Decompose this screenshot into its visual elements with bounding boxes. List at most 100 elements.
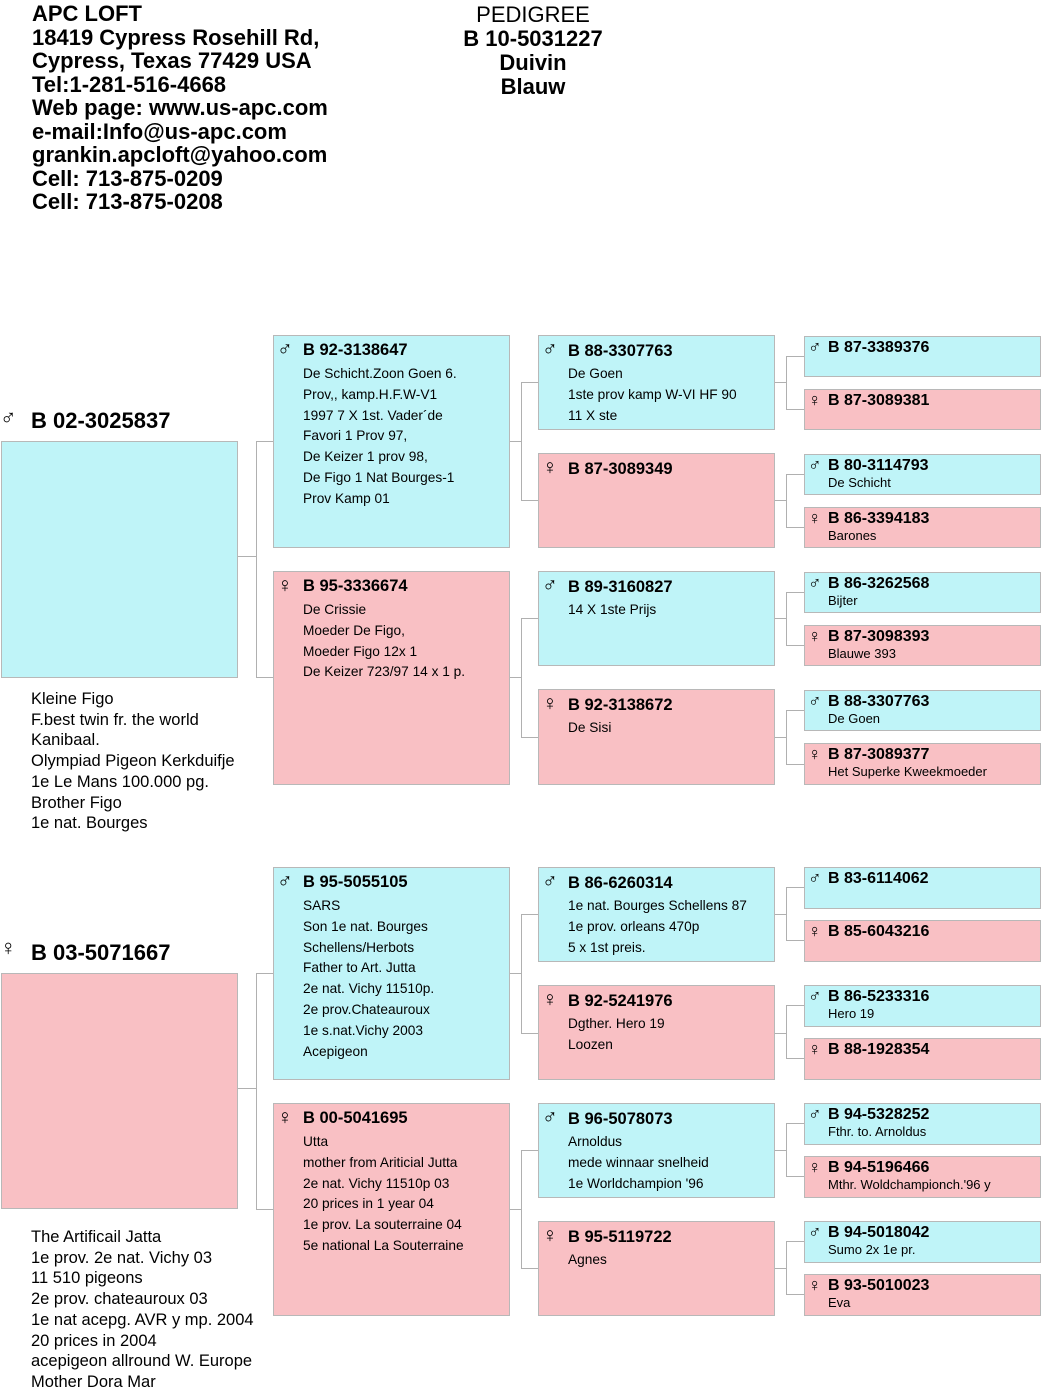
connector (256, 677, 273, 678)
note-line: Father to Art. Jutta (303, 960, 416, 976)
ring-number: B 87-3389376 (828, 339, 930, 356)
note-line: De Sisi (568, 720, 612, 735)
ring-number: B 95-5119722 (568, 1228, 672, 1246)
info-line: Olympiad Pigeon Kerkduifje (31, 752, 235, 771)
connector (521, 500, 538, 501)
loft-line: Cell: 713-875-0208 (32, 189, 223, 214)
grandparent-card: ♂ B 86-6260314 1e nat. Bourges Schellens… (538, 867, 775, 962)
note-line: 2e nat. Vichy 11510p. (303, 981, 435, 997)
note-line: 20 prices in 1 year 04 (303, 1196, 434, 1212)
greatgrandparent-card: ♀ B 88-1928354 (804, 1038, 1041, 1080)
male-icon: ♂ (808, 868, 822, 888)
info-line: 1e nat acepg. AVR y mp. 2004 (31, 1310, 254, 1329)
ring-number: B 89-3160827 (568, 578, 673, 596)
connector (521, 1268, 538, 1269)
female-icon: ♀ (808, 1039, 822, 1059)
note-line: 1e nat. Bourges Schellens 87 (568, 898, 747, 913)
note-line: 1ste prov kamp W-VI HF 90 (568, 386, 737, 402)
note-line: mede winnaar snelheid (568, 1154, 709, 1170)
grandparent-card: ♂ B 88-3307763 De Goen 1ste prov kamp W-… (538, 335, 775, 430)
note-line: Prov Kamp 01 (303, 490, 390, 506)
parent-card: ♀ B 95-3336674 De Crissie Moeder De Figo… (273, 571, 510, 785)
loft-contact: APC LOFT 18419 Cypress Rosehill Rd, Cypr… (32, 2, 328, 214)
connector (786, 356, 804, 357)
grandparent-card: ♀ B 95-5119722 Agnes (538, 1221, 775, 1316)
info-line: Kanibaal. (31, 731, 100, 750)
connector (775, 1033, 787, 1034)
note-line: Dgther. Hero 19 (568, 1016, 665, 1031)
connector (786, 409, 804, 410)
male-icon: ♂ (808, 1222, 822, 1242)
ring-number: B 86-3262568 (828, 575, 930, 592)
ring-number: B 88-3307763 (828, 693, 930, 710)
connector (786, 1294, 804, 1295)
connector (786, 887, 804, 888)
note-line: 11 X ste (568, 407, 618, 423)
loft-line: grankin.apcloft@yahoo.com (32, 142, 328, 167)
note-line: SARS (303, 898, 341, 913)
note-line: Acepigeon (303, 1043, 368, 1059)
card-notes: De Sisi (568, 718, 611, 739)
male-icon: ♂ (808, 986, 822, 1006)
note-line: 1997 7 X 1st. Vader´de (303, 407, 443, 423)
grandparent-card: ♂ B 89-3160827 14 X 1ste Prijs (538, 571, 775, 666)
greatgrandparent-card: ♀ B 87-3089381 (804, 389, 1041, 430)
note-line: De Schicht.Zoon Goen 6. (303, 366, 457, 381)
greatgrandparent-card: ♀ B 94-5196466 Mthr. Woldchampionch.'96 … (804, 1156, 1041, 1198)
greatgrandparent-card: ♂ B 87-3389376 (804, 336, 1041, 377)
connector (238, 1088, 256, 1089)
connector (775, 1150, 787, 1151)
connector (256, 973, 273, 974)
note-line: Schellens/Herbots (303, 939, 415, 955)
connector (786, 1058, 804, 1059)
loft-line: e-mail:Info@us-apc.com (32, 118, 287, 144)
ring-number: B 96-5078073 (568, 1110, 673, 1128)
note-line: 1e prov. La souterraine 04 (303, 1217, 462, 1233)
connector (521, 1150, 522, 1268)
connector (775, 618, 787, 619)
grandparent-card: ♀ B 87-3089349 (538, 453, 775, 548)
card-notes: Agnes (568, 1250, 607, 1271)
connector (786, 356, 787, 409)
note-line: Favori 1 Prov 97, (303, 428, 408, 444)
female-icon: ♀ (542, 988, 558, 1011)
greatgrandparent-card: ♀ B 93-5010023 Eva (804, 1274, 1041, 1316)
connector (238, 556, 256, 557)
loft-line: Web page: www.us-apc.com (32, 95, 328, 120)
note-line: mother from Ariticial Jutta (303, 1154, 458, 1170)
note-line: 2e prov.Chateauroux (303, 1001, 430, 1017)
female-icon: ♀ (808, 626, 822, 646)
note-line: 1e prov. orleans 470p (568, 918, 700, 934)
card-note: Eva (828, 1295, 851, 1310)
male-icon: ♂ (0, 405, 17, 430)
grandparent-card: ♀ B 92-5241976 Dgther. Hero 19 Loozen (538, 985, 775, 1080)
loft-line: APC LOFT (32, 1, 142, 26)
subject-color: Blauw (500, 74, 566, 99)
female-icon: ♀ (277, 1106, 293, 1129)
connector (786, 710, 804, 711)
ring-number: B 86-3394183 (828, 510, 930, 527)
male-icon: ♂ (277, 338, 293, 361)
info-line: acepigeon allround W. Europe (31, 1352, 253, 1371)
male-icon: ♂ (808, 1104, 822, 1124)
card-note: Het Superke Kweekmoeder (828, 764, 987, 779)
ring-number: B 83-6114062 (828, 870, 929, 887)
connector (786, 1176, 804, 1177)
greatgrandparent-card: ♂ B 86-5233316 Hero 19 (804, 985, 1041, 1027)
connector (510, 441, 522, 442)
loft-line: 18419 Cypress Rosehill Rd, (32, 24, 320, 50)
connector (256, 1209, 273, 1210)
note-line: Prov,, kamp.H.F.W-V1 (303, 386, 438, 402)
note-line: Arnoldus (568, 1134, 623, 1149)
connector (786, 1005, 787, 1058)
connector (786, 1241, 787, 1294)
note-line: 1e s.nat.Vichy 2003 (303, 1022, 423, 1038)
male-icon: ♂ (542, 574, 558, 597)
note-line: 5e national La Souterraine (303, 1237, 464, 1253)
ring-number: B 86-6260314 (568, 874, 673, 892)
card-notes: De Goen 1ste prov kamp W-VI HF 90 11 X s… (568, 364, 737, 426)
ring-number: B 92-3138672 (568, 696, 673, 714)
greatgrandparent-card: ♂ B 94-5018042 Sumo 2x 1e pr. (804, 1221, 1041, 1263)
connector (775, 737, 787, 738)
male-icon: ♂ (808, 691, 822, 711)
